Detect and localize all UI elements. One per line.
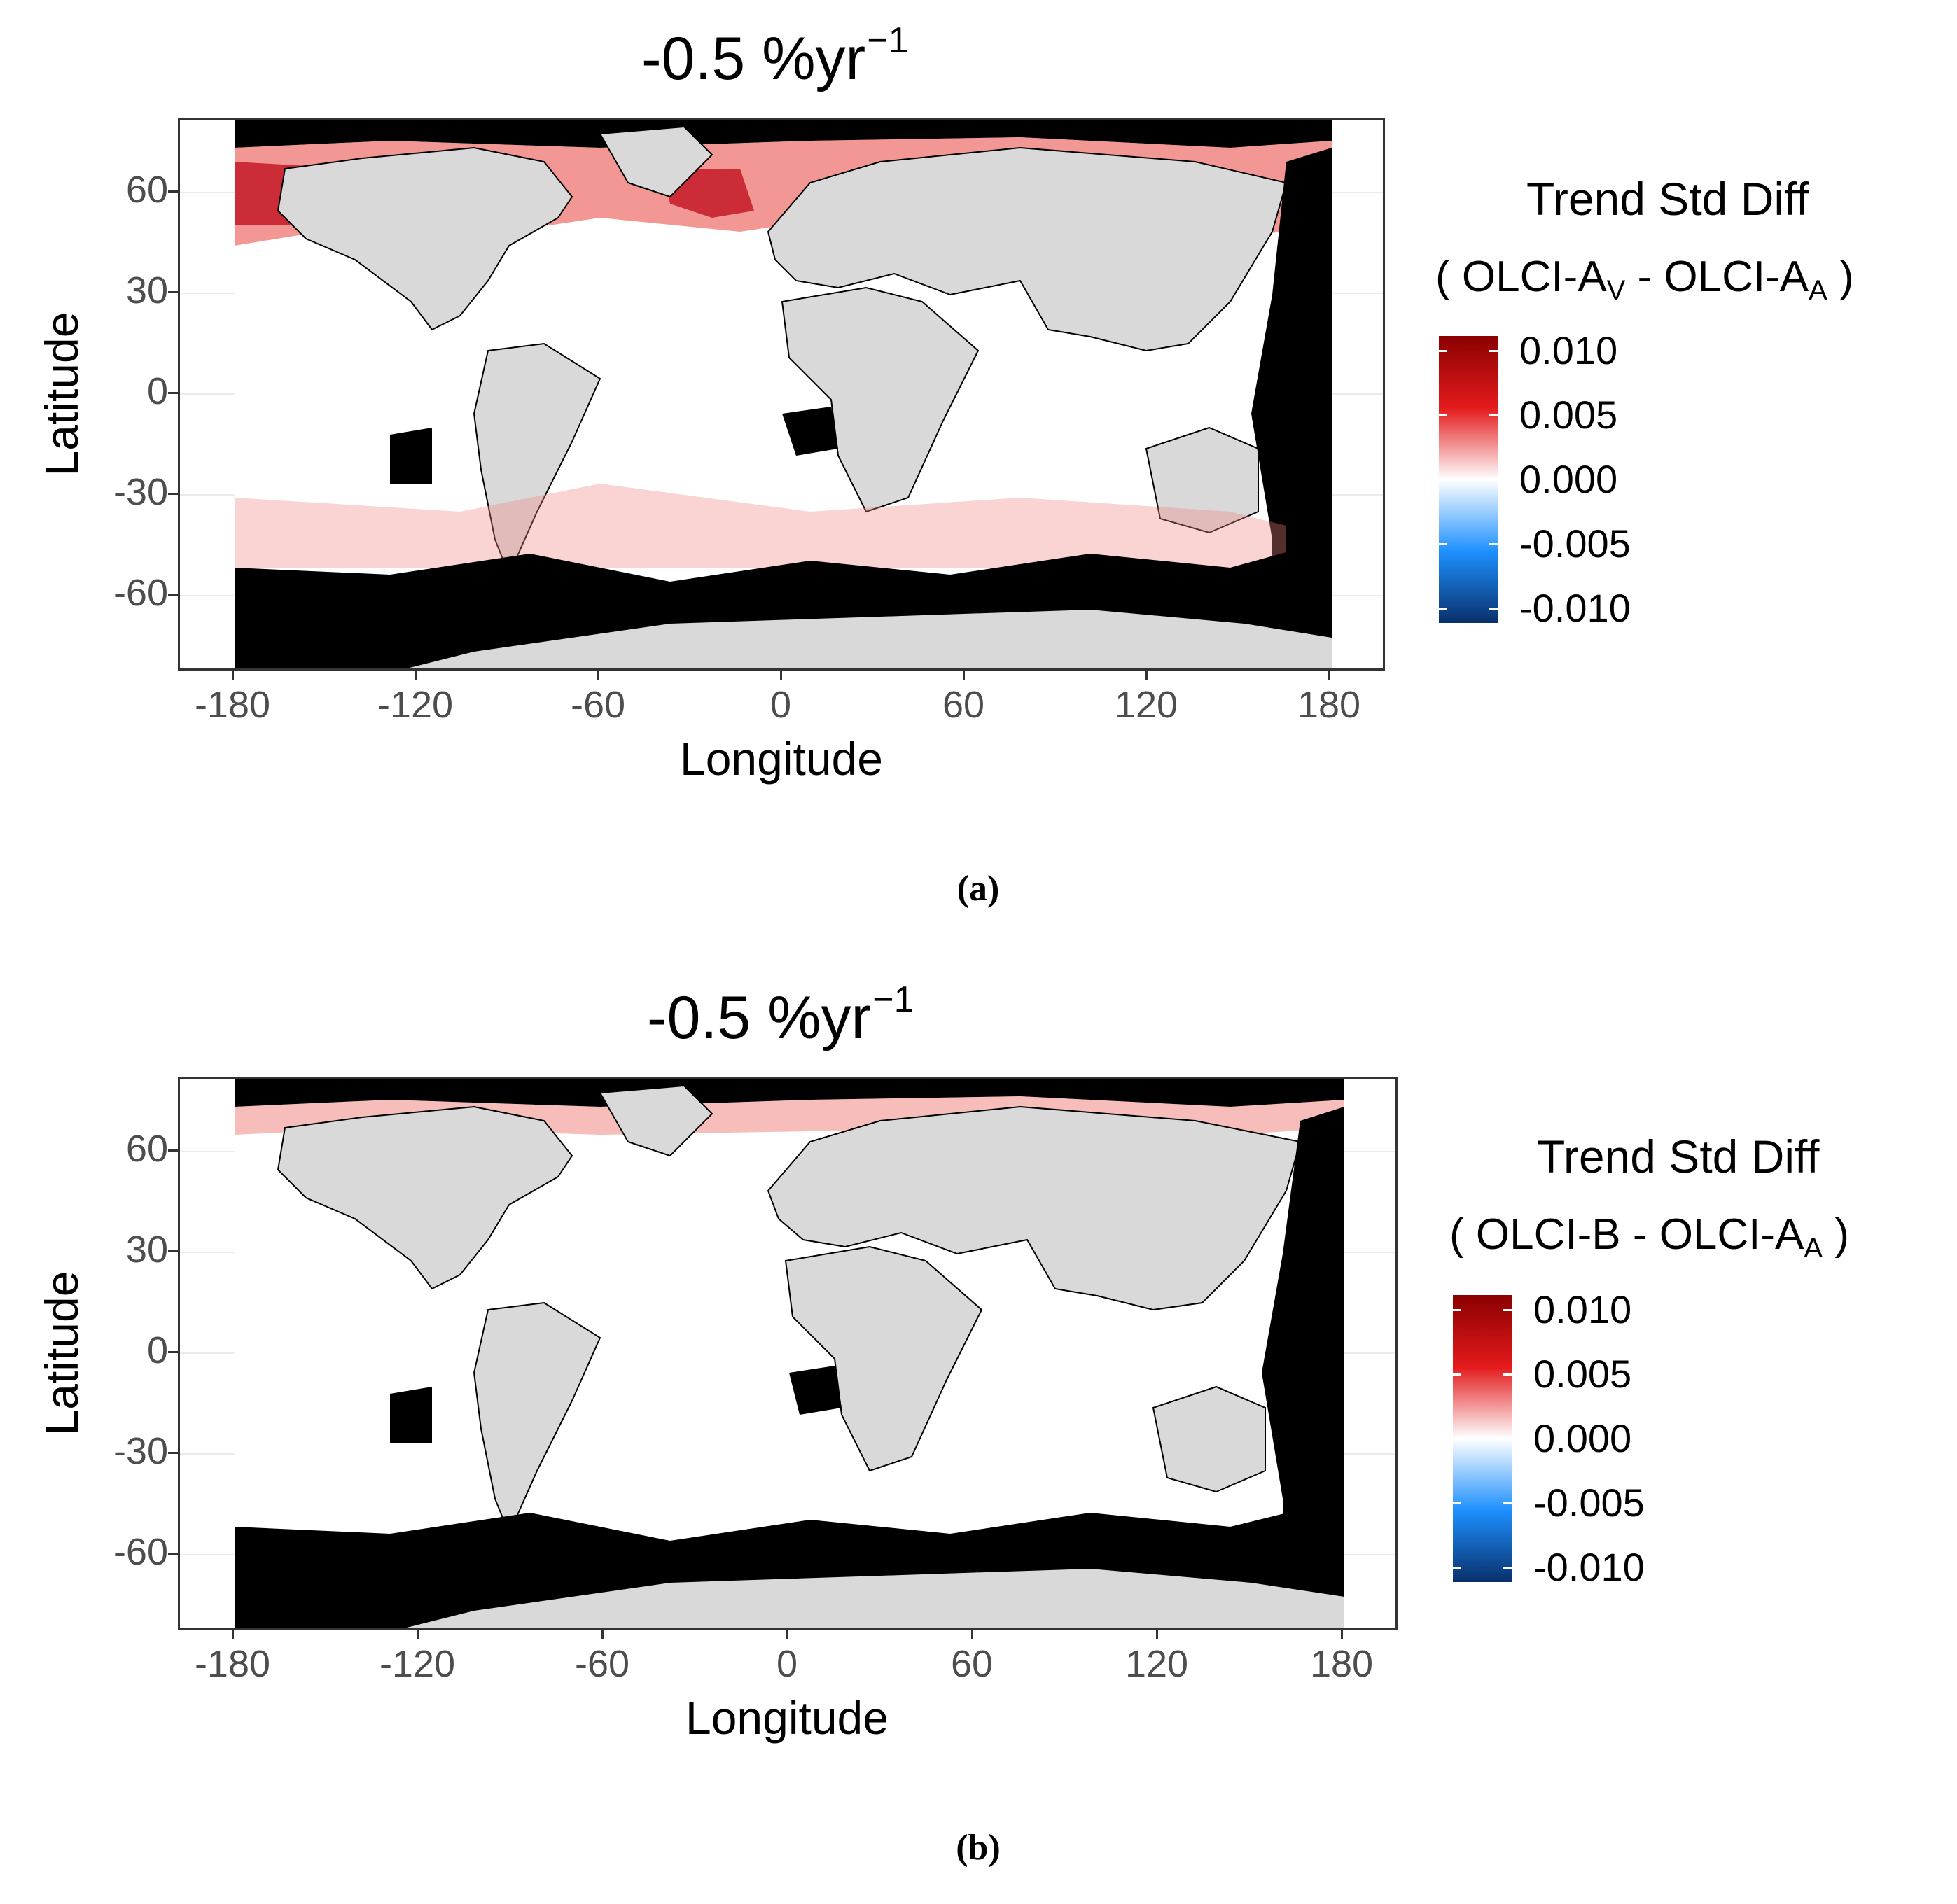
y-tick-label: 30: [125, 270, 168, 312]
legend-subtitle: ( OLCI-B - OLCI-AA ): [1449, 1210, 1849, 1264]
x-tick-label: 120: [1114, 684, 1178, 726]
world-map-b: [180, 1079, 1395, 1628]
y-tick-label: 0: [146, 370, 168, 412]
colorbar-label: 0.005: [1519, 393, 1618, 437]
map-title: -0.5 %yr−1: [647, 979, 914, 1051]
x-axis-title: Longitude: [685, 1692, 889, 1744]
x-tick-label: -180: [194, 684, 271, 726]
panel-caption: (a): [956, 869, 1000, 909]
x-tick-label: -60: [574, 1643, 630, 1685]
colorbar-label: -0.010: [1533, 1545, 1645, 1589]
x-tick-label: 0: [776, 1643, 798, 1685]
x-tick-label: 0: [769, 684, 792, 726]
x-tick-label: 180: [1309, 1643, 1374, 1685]
map-plot-area: [178, 1077, 1398, 1630]
x-tick-label: -180: [194, 1643, 271, 1685]
y-tick-label: 60: [125, 1128, 168, 1170]
legend-subtitle: ( OLCI-AV - OLCI-AA ): [1435, 253, 1854, 306]
x-tick-label: 120: [1124, 1643, 1189, 1685]
colorbar-label: 0.010: [1533, 1287, 1632, 1331]
y-tick-label: -60: [113, 1531, 168, 1573]
y-tick-label: -30: [113, 471, 168, 513]
y-tick-label: 30: [125, 1228, 168, 1270]
legend-title: Trend Std Diff: [1526, 173, 1809, 225]
x-tick-label: -120: [377, 684, 454, 726]
colorbar: [1439, 336, 1498, 623]
colorbar-label: 0.000: [1533, 1416, 1632, 1460]
x-tick-label: -120: [379, 1643, 456, 1685]
x-tick-label: 180: [1297, 684, 1361, 726]
world-map-a: [180, 120, 1383, 668]
y-axis-title: Latitude: [36, 1270, 88, 1436]
y-axis-title: Latitude: [36, 312, 88, 477]
colorbar-label: 0.010: [1519, 328, 1618, 372]
y-tick-label: 0: [146, 1329, 168, 1371]
legend-title: Trend Std Diff: [1537, 1130, 1820, 1182]
colorbar-label: -0.005: [1519, 522, 1631, 566]
colorbar-label: -0.010: [1519, 586, 1631, 630]
panel-a: -0.5 %yr−1: [0, 0, 1957, 945]
y-tick-label: -30: [113, 1430, 168, 1472]
x-tick-label: 60: [942, 684, 985, 726]
colorbar-label: 0.005: [1533, 1352, 1632, 1396]
y-tick-label: -60: [113, 572, 168, 614]
x-tick-label: 60: [950, 1643, 994, 1685]
map-title: -0.5 %yr−1: [641, 20, 909, 92]
colorbar-label: -0.005: [1533, 1480, 1645, 1525]
map-plot-area: [178, 118, 1385, 671]
colorbar: [1453, 1295, 1512, 1582]
colorbar-label: 0.000: [1519, 457, 1618, 501]
x-axis-title: Longitude: [680, 733, 883, 785]
y-tick-label: 60: [125, 169, 168, 211]
panel-b: -0.5 %yr−1: [0, 959, 1957, 1904]
panel-caption: (b): [956, 1828, 1001, 1868]
x-tick-label: -60: [570, 684, 626, 726]
